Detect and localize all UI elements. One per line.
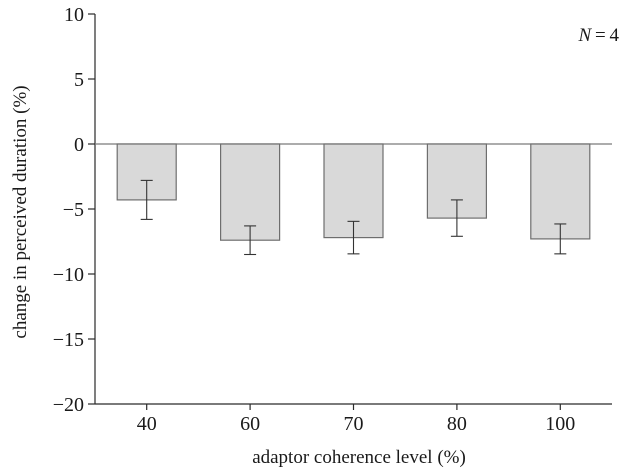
x-tick-label: 60	[240, 413, 260, 435]
y-tick-label: −15	[53, 329, 84, 351]
x-tick-label: 100	[545, 413, 575, 435]
x-axis-label: adaptor coherence level (%)	[252, 447, 466, 468]
x-tick-label: 40	[137, 413, 157, 435]
y-tick-label: 5	[74, 69, 84, 91]
sample-size-value: = 4	[591, 25, 619, 46]
sample-size-annotation: N = 4	[577, 25, 619, 46]
y-axis-label: change in perceived duration (%)	[10, 85, 31, 338]
y-tick-label: −5	[63, 199, 84, 221]
y-tick-label: −10	[53, 264, 84, 286]
y-tick-label: −20	[53, 394, 84, 416]
bar	[220, 143, 281, 241]
x-tick-label: 70	[344, 413, 364, 435]
y-tick-label: 0	[74, 134, 84, 156]
bar	[530, 143, 591, 240]
x-tick-label: 80	[447, 413, 467, 435]
sample-size-symbol: N	[577, 25, 592, 46]
y-tick-label: 10	[64, 4, 84, 26]
plot-area: 10 5 0 −5 −10 −15 −20 40 60 70 80 100	[53, 4, 612, 435]
